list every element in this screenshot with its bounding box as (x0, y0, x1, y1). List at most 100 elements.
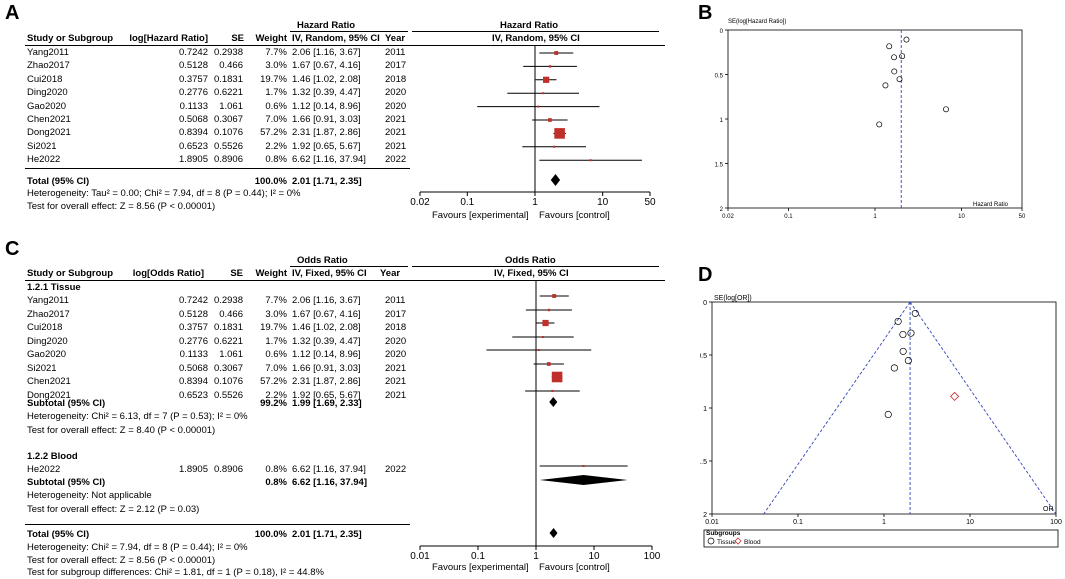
a-row-ci: 6.62 [1.16, 37.94] (292, 154, 366, 166)
b-ylabel: SE(log[Hazard Ratio]) (728, 19, 786, 25)
c-point (551, 371, 563, 383)
c-row-weight: 7.7% (265, 295, 287, 306)
a-row-ci: 2.31 [1.87, 2.86] (292, 127, 361, 139)
d-legend-box (703, 529, 1059, 548)
c-row-study: Dong2021 (27, 389, 71, 401)
a-point (548, 118, 552, 122)
c-point (537, 349, 540, 351)
c-point (541, 336, 544, 338)
c-point (547, 308, 551, 312)
d-point (899, 330, 907, 339)
c-subgroup2-title: 1.2.2 Blood (27, 451, 78, 462)
d-legend-blood: Blood (744, 539, 761, 546)
a-favours-left: Favours [experimental] (432, 210, 529, 221)
a-row-ci: 1.12 [0.14, 8.96] (292, 100, 361, 112)
c-tick-label: 0.1 (471, 551, 485, 562)
d-point (911, 309, 919, 317)
a-row-study: Ding2020 (27, 87, 68, 99)
a-row-year: 2011 (385, 47, 406, 58)
b-point (899, 53, 906, 60)
d-ytick-label: 2 (703, 512, 707, 519)
a-row-log: 0.5128 (178, 60, 208, 72)
a-total-label: Total (95% CI) (27, 176, 90, 187)
c-col-study: Study or Subgroup (27, 268, 114, 279)
d-frame (711, 301, 1057, 515)
c-row-year: 2017 (385, 308, 407, 320)
b-xlabel: Hazard Ratio (973, 202, 1009, 208)
c-row-year: 2021 (385, 376, 407, 387)
c-row-ci: 6.62 [1.16, 37.94] (292, 464, 366, 475)
d-legend-tissue: Tissue (717, 539, 736, 546)
a-bottom-rule (25, 168, 410, 169)
c-row-year: 2011 (385, 295, 406, 306)
c-col-year: Year (380, 268, 401, 279)
c-total-weight: 100.0% (254, 529, 287, 540)
a-heterogeneity: Heterogeneity: Tau² = 0.00; Chi² = 7.94,… (27, 188, 301, 199)
a-row-se: 0.8906 (213, 154, 243, 166)
panel-letter-a: A (5, 2, 20, 24)
a-row-weight: 57.2% (260, 127, 287, 139)
a-diamond (550, 174, 561, 186)
a-row-weight: 1.7% (265, 87, 287, 99)
c-point (552, 294, 557, 298)
a-total-ci: 2.01 [1.71, 2.35] (292, 176, 362, 187)
a-tick-label: 1 (532, 197, 538, 208)
d-ytick-label: 0 (703, 300, 707, 307)
funnel-plot-d: 0 0.5 1 1.5 20.01 0.1 1 10 100 SE(log[OR]) OR Su… (700, 295, 1062, 548)
c-row-weight: 2.2% (265, 389, 287, 401)
c-favours-right: Favours [control] (539, 562, 610, 573)
c-row-ci: 1.67 [0.67, 4.16] (292, 308, 361, 320)
b-xtick-label: 0.02 (722, 214, 734, 220)
a-row-se: 1.061 (219, 100, 243, 112)
c-row-ci: 1.12 [0.14, 8.96] (292, 349, 361, 360)
c-row-ci: 2.31 [1.87, 2.86] (292, 376, 361, 387)
c-forest-svg: 0.01 0.1 1 10 100 (410, 281, 661, 562)
c-tick-label: 0.01 (410, 551, 430, 562)
c-row-year: 2021 (385, 362, 407, 374)
d-xtick-label: 100 (1050, 519, 1062, 526)
a-row-log: 0.2776 (178, 87, 208, 99)
c-point (546, 362, 551, 366)
a-row-weight: 0.6% (265, 100, 287, 112)
c-row-weight: 0.6% (265, 349, 287, 360)
c-total-ci: 2.01 [1.71, 2.35] (292, 529, 362, 540)
a-forest-svg: 0.02 0.1 1 10 50 (410, 46, 656, 208)
d-point (899, 347, 907, 355)
a-row-ci: 1.46 [1.02, 2.08] (292, 73, 361, 85)
c-row-se: 0.5526 (213, 389, 243, 401)
c-header-or: Odds Ratio (297, 255, 348, 266)
c-row-study: He2022 (27, 464, 61, 475)
c-row-se: 1.061 (219, 349, 243, 360)
b-ytick-label: 1 (720, 118, 724, 124)
d-point (894, 317, 902, 325)
a-row-year: 2020 (385, 100, 407, 112)
c-diamond (549, 397, 558, 407)
a-row-log: 0.8394 (178, 127, 208, 139)
d-legend-tissue-marker (707, 537, 715, 545)
c-subgroup2-effect: Test for overall effect: Z = 2.12 (P = 0… (27, 504, 200, 515)
d-ytick-label: 0.5 (700, 353, 707, 360)
a-col-weight: Weight (255, 33, 288, 44)
d-point-blood (949, 391, 960, 402)
c-row-se: 0.1076 (213, 376, 243, 387)
a-row-weight: 3.0% (265, 60, 287, 72)
b-point (896, 76, 903, 83)
a-row-study: Chen2021 (27, 114, 71, 125)
c-col-plot: IV, Fixed, 95% CI (494, 268, 569, 279)
c-row-log: 0.2776 (178, 335, 208, 347)
c-row-log: 0.6523 (178, 389, 208, 401)
c-row-study: Gao2020 (27, 349, 67, 360)
a-col-log: log[Hazard Ratio] (129, 33, 208, 44)
c-subgroup2-het: Heterogeneity: Not applicable (27, 490, 152, 501)
a-row-year: 2021 (385, 140, 407, 152)
a-favours-right: Favours [control] (539, 210, 610, 221)
a-row-weight: 7.7% (265, 47, 287, 58)
a-col-plot: IV, Random, 95% CI (492, 33, 580, 44)
c-row-se: 0.6221 (213, 335, 243, 347)
a-row-se: 0.5526 (213, 140, 243, 152)
c-row-study: Zhao2017 (27, 308, 70, 320)
b-point (891, 68, 898, 75)
a-row-se: 0.1076 (213, 127, 243, 139)
c-row-ci: 1.46 [1.02, 2.08] (292, 322, 361, 333)
a-point (553, 145, 556, 148)
